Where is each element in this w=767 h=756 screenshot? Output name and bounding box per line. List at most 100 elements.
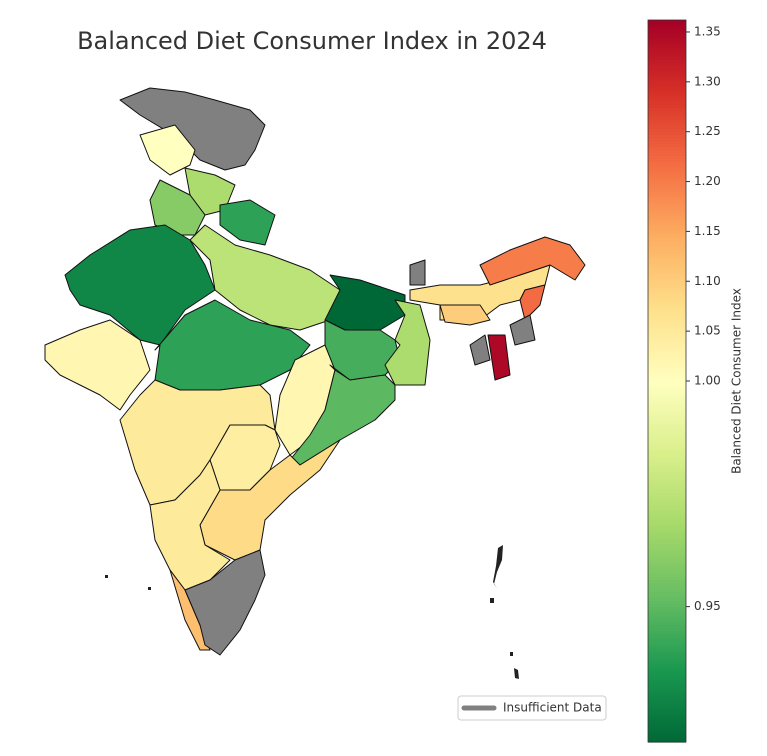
colorbar-segment (648, 173, 686, 178)
colorbar-segment (648, 699, 686, 704)
colorbar-segment (648, 167, 686, 172)
colorbar-segment (648, 438, 686, 442)
colorbar-segment (648, 564, 686, 569)
colorbar-tick-label: 1.20 (694, 174, 721, 188)
region (439, 304, 491, 326)
colorbar-segment (648, 80, 686, 84)
colorbar-segment (648, 362, 686, 367)
colorbar-segment (648, 393, 686, 397)
colorbar-segment (648, 576, 686, 581)
colorbar-segment (648, 278, 686, 283)
colorbar-segment (648, 510, 686, 514)
colorbar-segment (648, 356, 686, 361)
colorbar-segment (648, 561, 686, 566)
colorbar-segment (648, 197, 686, 202)
colorbar-segment (648, 465, 686, 469)
colorbar-segment (648, 125, 686, 129)
colorbar-segment (648, 104, 686, 108)
region (479, 236, 586, 286)
colorbar-segment (648, 236, 686, 241)
colorbar-segment (648, 20, 686, 24)
colorbar-segment (648, 636, 686, 641)
colorbar-segment (648, 200, 686, 205)
colorbar-segment (648, 359, 686, 364)
colorbar-segment (648, 459, 686, 463)
colorbar-segment (648, 462, 686, 466)
region (139, 124, 196, 176)
colorbar-segment (648, 642, 686, 647)
colorbar-segment (648, 489, 686, 493)
colorbar-segment (648, 188, 686, 193)
colorbar-segment (648, 290, 686, 295)
colorbar-segment (648, 501, 686, 505)
colorbar-segment (648, 29, 686, 33)
colorbar-segment (648, 633, 686, 638)
colorbar-segment (648, 95, 686, 99)
colorbar-segment (648, 687, 686, 692)
colorbar-segment (648, 296, 686, 301)
colorbar-segment (648, 266, 686, 271)
colorbar-segment (648, 702, 686, 707)
colorbar-segment (648, 263, 686, 268)
colorbar-segment (648, 131, 686, 135)
colorbar-segment (648, 651, 686, 656)
colorbar-segment (648, 516, 686, 520)
colorbar-segment (648, 540, 686, 545)
colorbar-segment (648, 23, 686, 27)
colorbar-segment (648, 585, 686, 590)
colorbar-segment (648, 218, 686, 223)
colorbar-segment (648, 308, 686, 313)
region-no-data (184, 549, 266, 656)
colorbar-segment (648, 531, 686, 536)
colorbar-segment (648, 579, 686, 584)
colorbar-segment (648, 269, 686, 274)
colorbar-segment (648, 191, 686, 196)
colorbar-segment (648, 387, 686, 391)
colorbar-segment (648, 62, 686, 66)
colorbar-segment (648, 281, 686, 286)
colorbar-segment (648, 630, 686, 635)
colorbar-segment (648, 468, 686, 472)
colorbar-segment (648, 528, 686, 533)
colorbar-segment (648, 116, 686, 120)
colorbar-segment (648, 684, 686, 689)
colorbar-segment (648, 176, 686, 181)
colorbar-segment (648, 486, 686, 490)
colorbar-segment (648, 56, 686, 60)
colorbar-segment (648, 408, 686, 412)
colorbar-segment (648, 206, 686, 211)
colorbar-segment (648, 480, 686, 484)
colorbar-segment (648, 426, 686, 430)
colorbar-segment (648, 723, 686, 728)
colorbar-segment (648, 347, 686, 352)
colorbar-segment (648, 239, 686, 244)
colorbar-segment (648, 672, 686, 677)
colorbar-segment (648, 402, 686, 406)
colorbar-segment (648, 417, 686, 421)
colorbar-tick-label: 1.30 (694, 74, 721, 88)
colorbar-segment (648, 504, 686, 508)
colorbar-segment (648, 251, 686, 256)
colorbar-segment (648, 381, 686, 385)
colorbar-segment (648, 696, 686, 701)
colorbar-segment (648, 374, 686, 379)
colorbar-segment (648, 639, 686, 644)
colorbar-segment (648, 474, 686, 478)
colorbar-segment (648, 182, 686, 187)
colorbar-segment (648, 570, 686, 575)
colorbar-segment (648, 248, 686, 253)
colorbar-segment (648, 344, 686, 349)
colorbar-segment (648, 272, 686, 277)
colorbar-segment (648, 660, 686, 665)
region (44, 319, 151, 411)
colorbar-segment (648, 227, 686, 232)
region-no-data (509, 314, 536, 346)
colorbar-tick-label: 1.35 (694, 24, 721, 38)
colorbar-segment (648, 323, 686, 328)
colorbar-segment (648, 134, 686, 138)
colorbar-segment (648, 341, 686, 346)
colorbar-segment (648, 477, 686, 481)
colorbar-segment (648, 212, 686, 217)
colorbar-segment (648, 101, 686, 105)
